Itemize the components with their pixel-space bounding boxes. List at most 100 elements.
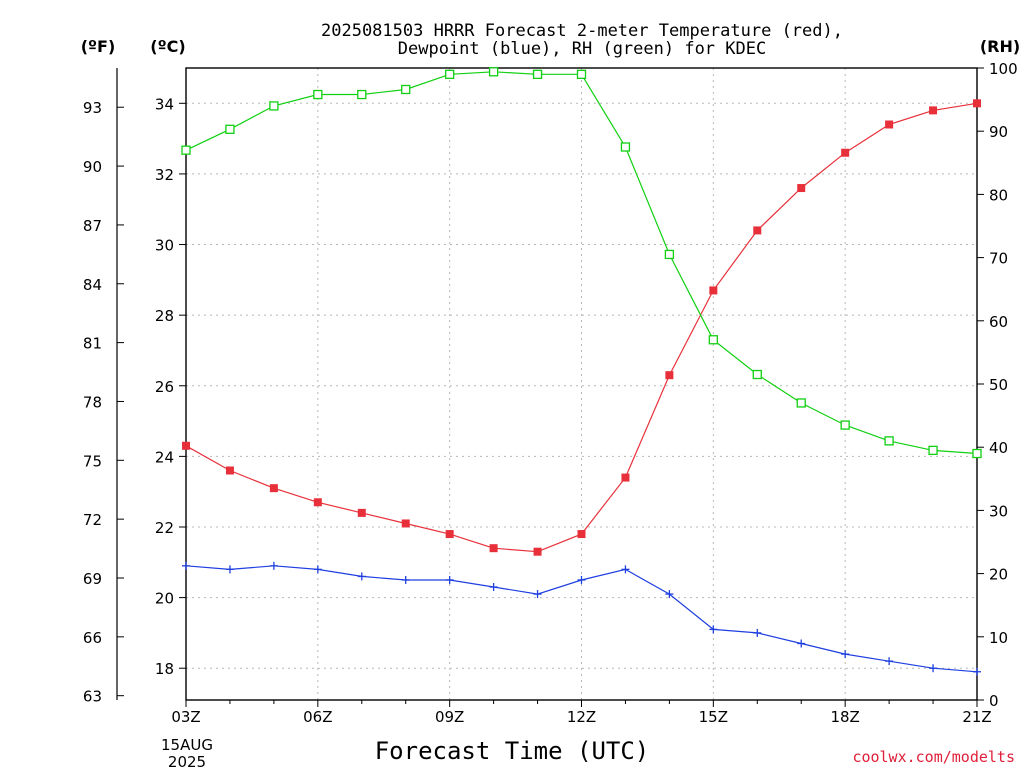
temperature-point <box>401 519 410 528</box>
tick-labels: 03Z 06Z 09Z 12Z 15Z 18Z 21Z 18 20 22 24 26 28 30 32 34 6… <box>83 60 1018 726</box>
fahrenheit-tick-label: 63 <box>83 688 102 706</box>
celsius-tick-label: 20 <box>155 590 174 608</box>
fahrenheit-tick-label: 78 <box>83 393 102 411</box>
dewpoint-point <box>313 565 322 574</box>
fahrenheit-unit-label: (ºF) <box>81 37 116 56</box>
celsius-tick-label: 24 <box>155 448 174 466</box>
rh-tick-label: 100 <box>989 60 1018 78</box>
temperature-point <box>533 547 542 556</box>
grid-lines <box>186 68 977 700</box>
celsius-tick-label: 18 <box>155 660 174 678</box>
dewpoint-point <box>533 590 542 599</box>
temperature-point <box>797 184 806 193</box>
dewpoint-point <box>753 628 762 637</box>
rh-point <box>576 69 587 79</box>
temperature-point <box>313 498 322 507</box>
dewpoint-point <box>445 575 454 584</box>
fahrenheit-tick-label: 75 <box>83 452 102 470</box>
temperature-point <box>709 286 718 295</box>
dewpoint-point <box>841 650 850 659</box>
temperature-point <box>665 371 674 380</box>
dewpoint-point <box>269 561 278 570</box>
rh-point <box>532 69 543 79</box>
rh-unit-label: (RH) <box>980 37 1020 56</box>
dewpoint-point <box>489 583 498 592</box>
celsius-tick-label: 26 <box>155 378 174 396</box>
x-tick-label: 06Z <box>303 708 332 726</box>
rh-point <box>401 84 411 95</box>
x-tick-label: 12Z <box>567 708 596 726</box>
celsius-unit-label: (ºC) <box>150 37 185 56</box>
rh-point <box>313 89 323 100</box>
rh-tick-label: 40 <box>989 439 1008 457</box>
rh-point <box>972 448 982 459</box>
fahrenheit-tick-label: 90 <box>83 158 102 176</box>
rh-point <box>840 420 850 430</box>
x-tick-date: 15AUG <box>161 736 213 754</box>
temperature-point <box>753 226 762 235</box>
x-tick-label: 09Z <box>435 708 464 726</box>
rh-point <box>488 67 499 77</box>
rh-tick-label: 70 <box>989 250 1008 268</box>
dewpoint-point <box>797 639 806 648</box>
x-tick-year: 2025 <box>168 753 206 768</box>
dewpoint-point <box>973 667 981 676</box>
chart-title-line-2: Dewpoint (blue), RH (green) for KDEC <box>398 39 766 59</box>
series-layer <box>181 67 982 676</box>
fahrenheit-tick-label: 87 <box>83 217 102 235</box>
rh-point <box>928 445 938 456</box>
temperature-point <box>182 441 190 450</box>
rh-point <box>664 249 675 260</box>
rh-tick-label: 60 <box>989 313 1008 331</box>
rh-tick-label: 50 <box>989 376 1008 394</box>
rh-tick-label: 20 <box>989 566 1008 584</box>
temperature-point <box>841 148 850 157</box>
rh-point <box>225 124 235 134</box>
temperature-point <box>225 466 234 475</box>
temperature-point <box>973 99 981 108</box>
fahrenheit-tick-label: 81 <box>83 335 102 353</box>
fahrenheit-tick-label: 84 <box>83 276 102 294</box>
dewpoint-point <box>577 575 586 584</box>
dewpoint-point <box>885 657 894 666</box>
credit-text: coolwx.com/modelts <box>852 748 1015 766</box>
dewpoint-point <box>401 575 410 584</box>
rh-point <box>357 89 367 100</box>
fahrenheit-tick-label: 66 <box>83 629 102 647</box>
rh-point <box>752 369 762 380</box>
temperature-point <box>269 484 278 493</box>
x-axis-label: Forecast Time (UTC) <box>375 737 650 765</box>
rh-tick-label: 0 <box>989 692 999 710</box>
rh-tick-label: 80 <box>989 186 1008 204</box>
dewpoint-point <box>225 565 234 574</box>
temperature-point <box>621 473 630 482</box>
x-tick-label: 21Z <box>962 708 991 726</box>
fahrenheit-tick-label: 69 <box>83 570 102 588</box>
rh-tick-label: 90 <box>989 123 1008 141</box>
temperature-point <box>445 530 454 539</box>
rh-point <box>620 142 631 152</box>
rh-tick-label: 10 <box>989 629 1008 647</box>
chart-title-line-1: 2025081503 HRRR Forecast 2-meter Tempera… <box>321 21 843 41</box>
dewpoint-point <box>665 590 674 599</box>
celsius-tick-label: 28 <box>155 307 174 325</box>
rh-tick-label: 30 <box>989 502 1008 520</box>
plot-frame <box>185 67 978 701</box>
dewpoint-point <box>929 664 938 673</box>
x-tick-label: 03Z <box>171 708 200 726</box>
fahrenheit-tick-label: 93 <box>83 99 102 117</box>
celsius-tick-label: 22 <box>155 519 174 537</box>
rh-point <box>445 69 455 79</box>
temperature-point <box>885 120 894 129</box>
rh-point <box>708 335 718 345</box>
rh-point <box>181 145 191 155</box>
celsius-tick-label: 30 <box>155 237 174 255</box>
temperature-point <box>577 530 586 539</box>
dewpoint-point <box>182 561 190 570</box>
rh-point <box>269 101 279 111</box>
axes <box>116 67 984 707</box>
dewpoint-point <box>357 572 366 581</box>
x-tick-label: 15Z <box>699 708 728 726</box>
dewpoint-point <box>709 625 718 634</box>
x-tick-label: 18Z <box>830 708 859 726</box>
